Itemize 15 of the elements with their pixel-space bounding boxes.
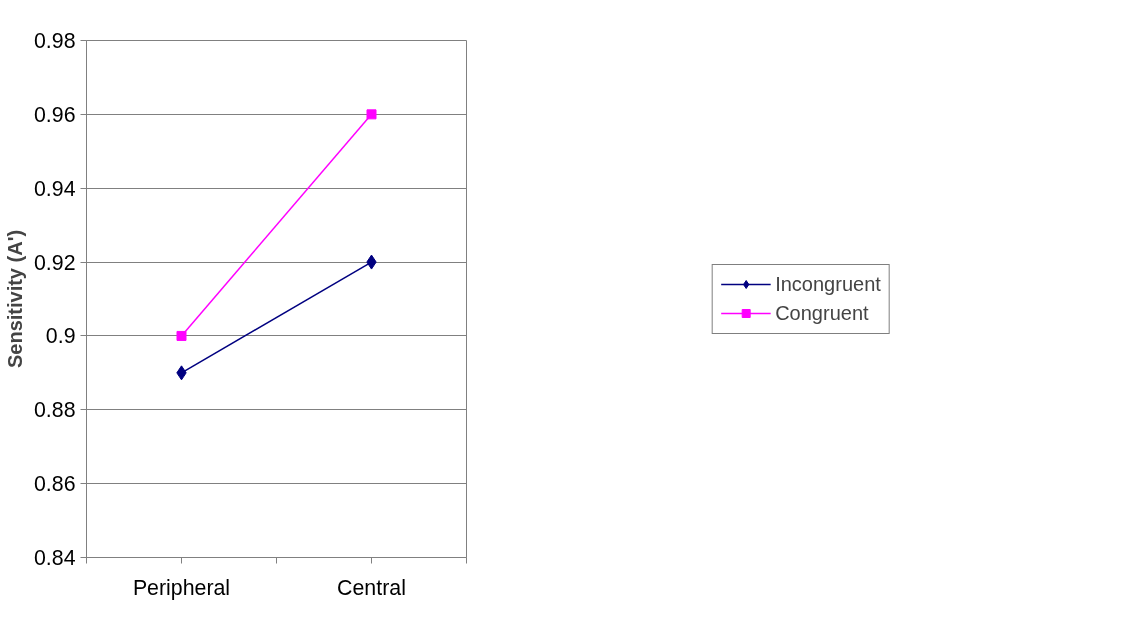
legend-label: Incongruent — [775, 272, 881, 296]
point — [176, 330, 187, 341]
y-tick-label: 0.92 — [33, 250, 76, 275]
point — [366, 109, 377, 120]
y-tick-label: 0.84 — [33, 546, 76, 570]
y-tick-label: 0.88 — [33, 398, 76, 423]
x-tick-label: Peripheral — [132, 575, 231, 600]
y-tick-label: 0.94 — [33, 176, 76, 201]
y-tick-label: 0.86 — [33, 472, 76, 497]
x-tick-label: Central — [337, 575, 406, 600]
y-tick-label: 0.96 — [33, 102, 76, 127]
legend-label: Congruent — [775, 301, 869, 325]
y-axis-title: Sensitivity (A') — [3, 229, 26, 369]
y-tick-label: 0.98 — [33, 29, 76, 53]
y-tick-label: 0.9 — [45, 324, 76, 349]
